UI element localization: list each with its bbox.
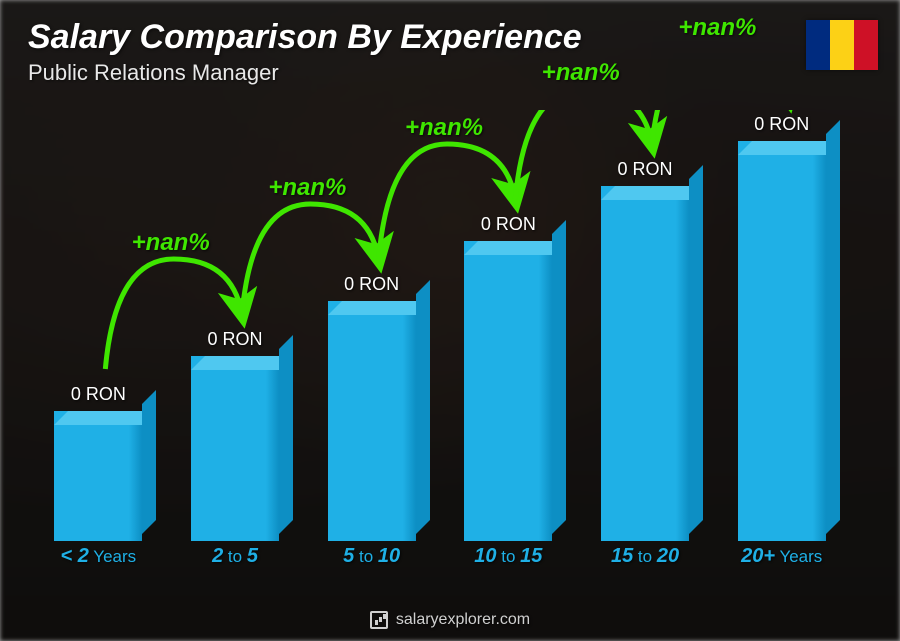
bar-value-label: 0 RON bbox=[208, 329, 263, 350]
bar-slot: 0 RON bbox=[440, 214, 577, 541]
bar bbox=[738, 141, 826, 541]
flag-stripe-yellow bbox=[830, 20, 854, 70]
x-axis-label: 2 to 5 bbox=[167, 545, 304, 581]
flag-stripe-red bbox=[854, 20, 878, 70]
bar-value-label: 0 RON bbox=[618, 159, 673, 180]
bar-slot: 0 RON bbox=[30, 384, 167, 541]
bar-slot: 0 RON bbox=[303, 274, 440, 541]
growth-percent-label: +nan% bbox=[405, 114, 483, 142]
chart-subtitle: Public Relations Manager bbox=[28, 60, 279, 86]
bars-container: 0 RON 0 RON 0 RON 0 RON 0 RON 0 RON bbox=[30, 110, 850, 541]
content-region: Salary Comparison By Experience Public R… bbox=[0, 0, 900, 641]
footer-attribution: salaryexplorer.com bbox=[0, 611, 900, 629]
footer-text: salaryexplorer.com bbox=[396, 611, 530, 629]
bar bbox=[601, 186, 689, 541]
growth-percent-label: +nan% bbox=[678, 14, 756, 42]
country-flag-romania bbox=[806, 20, 878, 70]
growth-percent-label: +nan% bbox=[268, 174, 346, 202]
logo-icon bbox=[370, 611, 388, 629]
bar-value-label: 0 RON bbox=[754, 114, 809, 135]
growth-percent-label: +nan% bbox=[132, 229, 210, 257]
x-axis-label: < 2 Years bbox=[30, 545, 167, 581]
bar-slot: 0 RON bbox=[713, 114, 850, 541]
bar bbox=[464, 241, 552, 541]
flag-stripe-blue bbox=[806, 20, 830, 70]
bar bbox=[54, 411, 142, 541]
bar bbox=[328, 301, 416, 541]
x-axis-label: 10 to 15 bbox=[440, 545, 577, 581]
bar-chart: 0 RON 0 RON 0 RON 0 RON 0 RON 0 RON < 2 Years… bbox=[30, 110, 850, 581]
x-axis-label: 20+ Years bbox=[713, 545, 850, 581]
bar-value-label: 0 RON bbox=[344, 274, 399, 295]
x-axis-labels: < 2 Years2 to 55 to 1010 to 1515 to 2020… bbox=[30, 545, 850, 581]
bar-slot: 0 RON bbox=[577, 159, 714, 541]
x-axis-label: 15 to 20 bbox=[577, 545, 714, 581]
x-axis-label: 5 to 10 bbox=[303, 545, 440, 581]
bar-value-label: 0 RON bbox=[71, 384, 126, 405]
bar bbox=[191, 356, 279, 541]
bar-value-label: 0 RON bbox=[481, 214, 536, 235]
bar-slot: 0 RON bbox=[167, 329, 304, 541]
growth-percent-label: +nan% bbox=[542, 59, 620, 87]
chart-title: Salary Comparison By Experience bbox=[28, 18, 582, 57]
